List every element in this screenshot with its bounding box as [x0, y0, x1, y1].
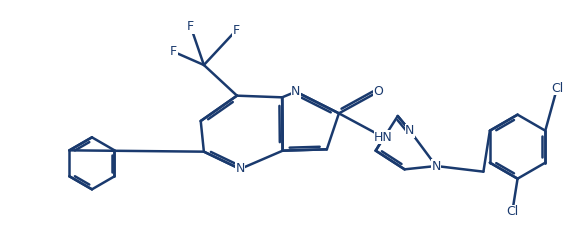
Text: F: F — [233, 24, 240, 36]
Text: N: N — [405, 124, 414, 137]
Text: N: N — [235, 163, 245, 175]
Text: N: N — [431, 159, 441, 173]
Text: Cl: Cl — [506, 205, 518, 218]
Text: Cl: Cl — [551, 82, 563, 95]
Text: HN: HN — [374, 131, 393, 144]
Text: F: F — [187, 20, 194, 33]
Text: N: N — [291, 85, 301, 98]
Text: O: O — [373, 85, 383, 98]
Text: F: F — [170, 45, 177, 58]
